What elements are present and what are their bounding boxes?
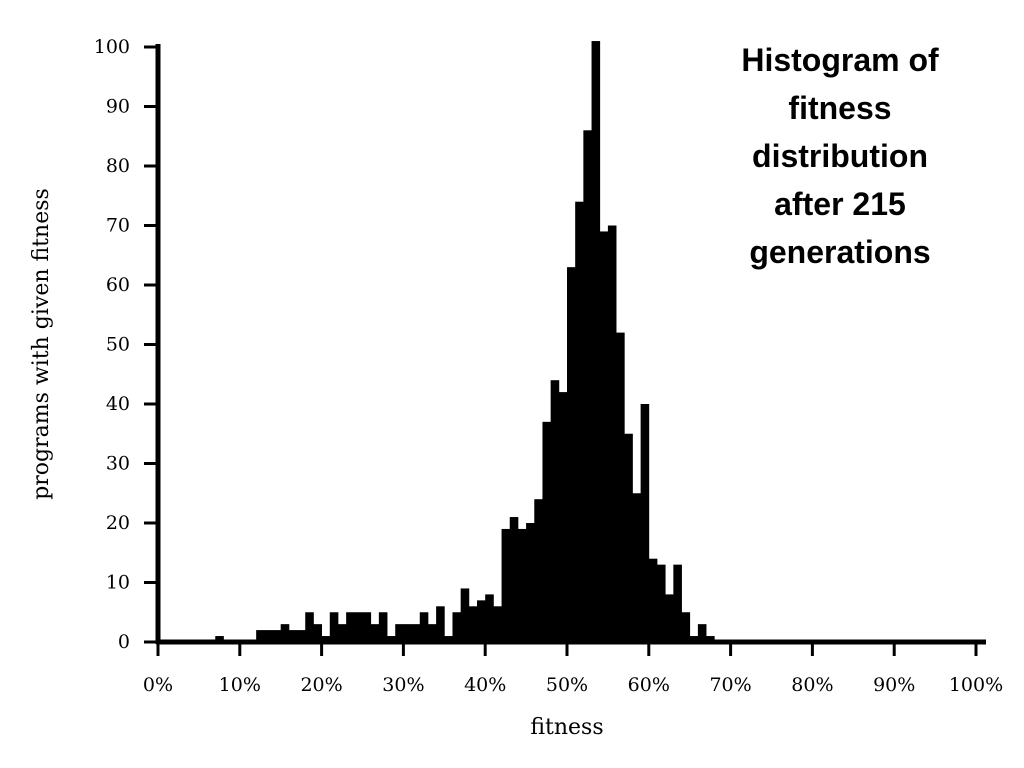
histogram-bar (673, 564, 682, 642)
histogram-bar (436, 606, 445, 642)
x-tick-label: 30% (382, 674, 424, 696)
histogram-bar (427, 624, 437, 642)
histogram-bar (624, 433, 633, 642)
histogram-bar (648, 558, 658, 642)
chart-title-line: Histogram of (741, 42, 939, 78)
histogram-bar (444, 636, 453, 642)
histogram-bar (526, 523, 535, 642)
histogram-bar (403, 624, 412, 642)
histogram-bar (501, 528, 511, 642)
histogram-bar (665, 594, 674, 642)
chart-title-line: fitness (788, 90, 892, 126)
y-tick-label: 30 (106, 453, 130, 475)
x-tick-label: 80% (791, 674, 833, 696)
histogram-bar (313, 624, 322, 642)
chart-title-line: distribution (752, 138, 928, 174)
histogram-bar (387, 636, 396, 642)
histogram-bar (534, 499, 543, 642)
histogram-bar (689, 636, 699, 642)
histogram-bar (321, 636, 331, 642)
histogram-bar (346, 612, 355, 642)
y-tick-label: 20 (106, 512, 130, 534)
histogram-bar (706, 636, 715, 642)
x-tick-label: 60% (628, 674, 670, 696)
histogram-bar (542, 421, 552, 642)
histogram-bar (591, 41, 601, 643)
histogram-bar (288, 630, 298, 642)
histogram-bar (485, 594, 494, 642)
y-tick-label: 100 (94, 36, 130, 58)
histogram-bar (468, 606, 478, 642)
histogram-bar (419, 612, 429, 642)
histogram-bar (452, 612, 462, 642)
x-tick-label: 70% (709, 674, 751, 696)
y-tick-label: 90 (106, 96, 130, 118)
histogram-bar (599, 231, 609, 642)
y-tick-label: 10 (106, 572, 130, 594)
histogram-bar (362, 612, 372, 642)
histogram-bar (329, 612, 339, 642)
histogram-bar (575, 201, 584, 642)
histogram-bar (256, 630, 265, 642)
chart-title-line: generations (749, 234, 931, 270)
x-tick-label: 90% (873, 674, 915, 696)
x-tick-label: 40% (464, 674, 506, 696)
histogram-bar (378, 612, 388, 642)
y-tick-label: 40 (106, 393, 130, 415)
histogram-bar (616, 332, 625, 642)
histogram-bar (264, 630, 273, 642)
histogram-bar (583, 130, 592, 643)
histogram-bar (493, 606, 502, 642)
x-tick-label: 10% (219, 674, 261, 696)
histogram-bar (558, 392, 568, 642)
histogram-bar (337, 624, 347, 642)
x-tick-label: 0% (143, 674, 173, 696)
histogram-bar (354, 612, 363, 642)
y-tick-label: 60 (106, 274, 130, 296)
histogram-bar (656, 564, 666, 642)
y-tick-label: 70 (106, 215, 130, 237)
x-tick-label: 100% (949, 674, 1003, 696)
x-axis-title: fitness (530, 715, 603, 740)
y-tick-label: 50 (106, 334, 130, 356)
histogram-bar (517, 528, 527, 642)
histogram-bar (411, 624, 421, 642)
y-tick-label: 80 (106, 155, 130, 177)
x-tick-label: 50% (546, 674, 588, 696)
y-tick-label: 0 (118, 631, 130, 653)
chart-title: Histogram of fitness distribution after … (700, 36, 980, 276)
histogram-bar (607, 225, 617, 642)
histogram-bar (395, 624, 404, 642)
histogram-bar (640, 404, 650, 642)
histogram-bar (567, 267, 576, 642)
histogram-bar (297, 630, 306, 642)
histogram-bar (460, 588, 470, 642)
histogram-bar (697, 624, 707, 642)
histogram-bar (305, 612, 314, 642)
histogram-bar (215, 636, 224, 642)
histogram-bar (509, 517, 519, 642)
histogram-bar (681, 612, 691, 642)
histogram-bar (280, 624, 290, 642)
x-axis-ticks: 0% 10% 20% 30% 40% 50% 60% 70% 80% 90% 100% (143, 642, 1003, 696)
histogram-bars (215, 41, 715, 643)
y-axis-title: programs with given fitness (29, 188, 54, 500)
x-tick-label: 20% (300, 674, 342, 696)
histogram-bar (370, 624, 380, 642)
histogram-bar (550, 380, 560, 642)
chart-title-line: after 215 (774, 186, 906, 222)
histogram-bar (632, 493, 642, 642)
y-axis-ticks: 0 10 20 30 40 50 60 70 80 90 100 (94, 36, 158, 653)
histogram-bar (272, 630, 282, 642)
histogram-bar (477, 600, 486, 642)
